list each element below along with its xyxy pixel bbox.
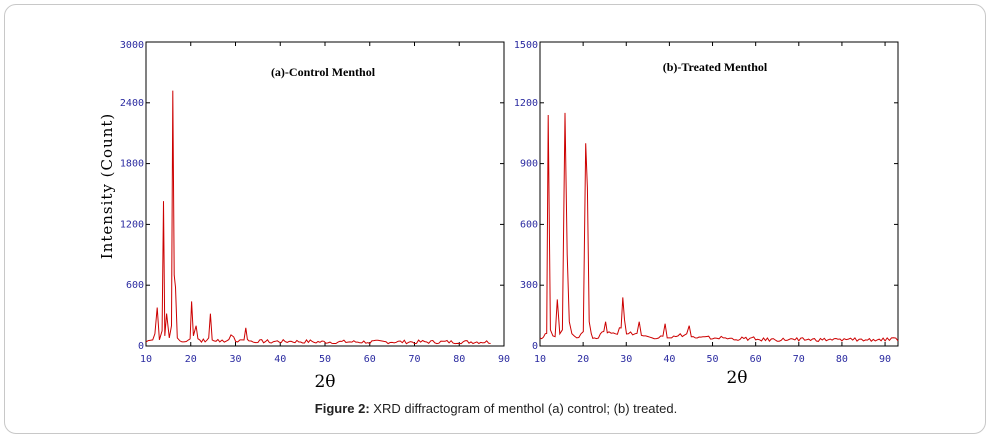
- x-tick-label: 20: [185, 354, 197, 365]
- panel-treated: 0 300 600 900 1200 1500 10 20 30 40 50 60 70 80 90 (b)…: [514, 40, 899, 388]
- x-tick-label: 30: [229, 354, 241, 365]
- panel-control: 0 600 1200 1800 2400 3000 10 20 30 40 50 60 70 80 90 (…: [98, 40, 510, 392]
- series-line-a: [145, 90, 491, 345]
- caption-text: XRD diffractogram of menthol (a) control…: [369, 401, 678, 416]
- x-tick-label: 70: [408, 354, 420, 365]
- figure-caption: Figure 2: XRD diffractogram of menthol (…: [0, 401, 992, 416]
- y-tick-label: 1800: [120, 159, 144, 170]
- x-tick-label: 50: [319, 354, 331, 365]
- y-tick-label: 3000: [120, 40, 144, 51]
- x-tick-label: 10: [534, 354, 546, 365]
- caption-label: Figure 2:: [314, 401, 370, 416]
- x-tick-label: 80: [453, 354, 465, 365]
- y-tick-label: 0: [532, 341, 538, 352]
- x-tick-label: 40: [274, 354, 286, 365]
- x-tick-label: 40: [663, 354, 675, 365]
- x-tick-label: 90: [498, 354, 510, 365]
- y-tick-label: 600: [126, 280, 144, 291]
- axis-ticks-b: 0 300 600 900 1200 1500 10 20 30 40 50 60 70 80 90: [514, 40, 898, 365]
- x-tick-label: 60: [750, 354, 762, 365]
- y-tick-label: 1200: [120, 219, 144, 230]
- x-tick-label: 50: [707, 354, 719, 365]
- y-tick-label: 1200: [514, 98, 538, 109]
- x-tick-label: 10: [140, 354, 152, 365]
- x-tick-label: 60: [364, 354, 376, 365]
- x-axis-title-a: 2θ: [314, 372, 335, 392]
- axis-ticks-a: 0 600 1200 1800 2400 3000 10 20 30 40 50 60 70 80 90: [120, 40, 510, 365]
- y-axis-title-a: Intensity (Count): [98, 113, 116, 259]
- x-tick-label: 30: [620, 354, 632, 365]
- figure-frame: [4, 4, 986, 434]
- chart-title-b: (b)-Treated Menthol: [663, 60, 768, 74]
- y-tick-label: 600: [520, 219, 538, 230]
- chart-title-a: (a)-Control Menthol: [271, 65, 376, 79]
- y-tick-label: 1500: [514, 40, 538, 51]
- x-tick-label: 80: [836, 354, 848, 365]
- y-tick-label: 300: [520, 280, 538, 291]
- y-tick-label: 2400: [120, 98, 144, 109]
- y-tick-label: 900: [520, 159, 538, 170]
- x-tick-label: 90: [879, 354, 891, 365]
- plot-frame-b: [539, 41, 899, 347]
- plot-frame-a: [145, 41, 505, 347]
- x-tick-label: 70: [793, 354, 805, 365]
- x-axis-title-b: 2θ: [726, 368, 747, 388]
- series-line-b: [539, 112, 899, 343]
- x-tick-label: 20: [577, 354, 589, 365]
- y-tick-label: 0: [138, 341, 144, 352]
